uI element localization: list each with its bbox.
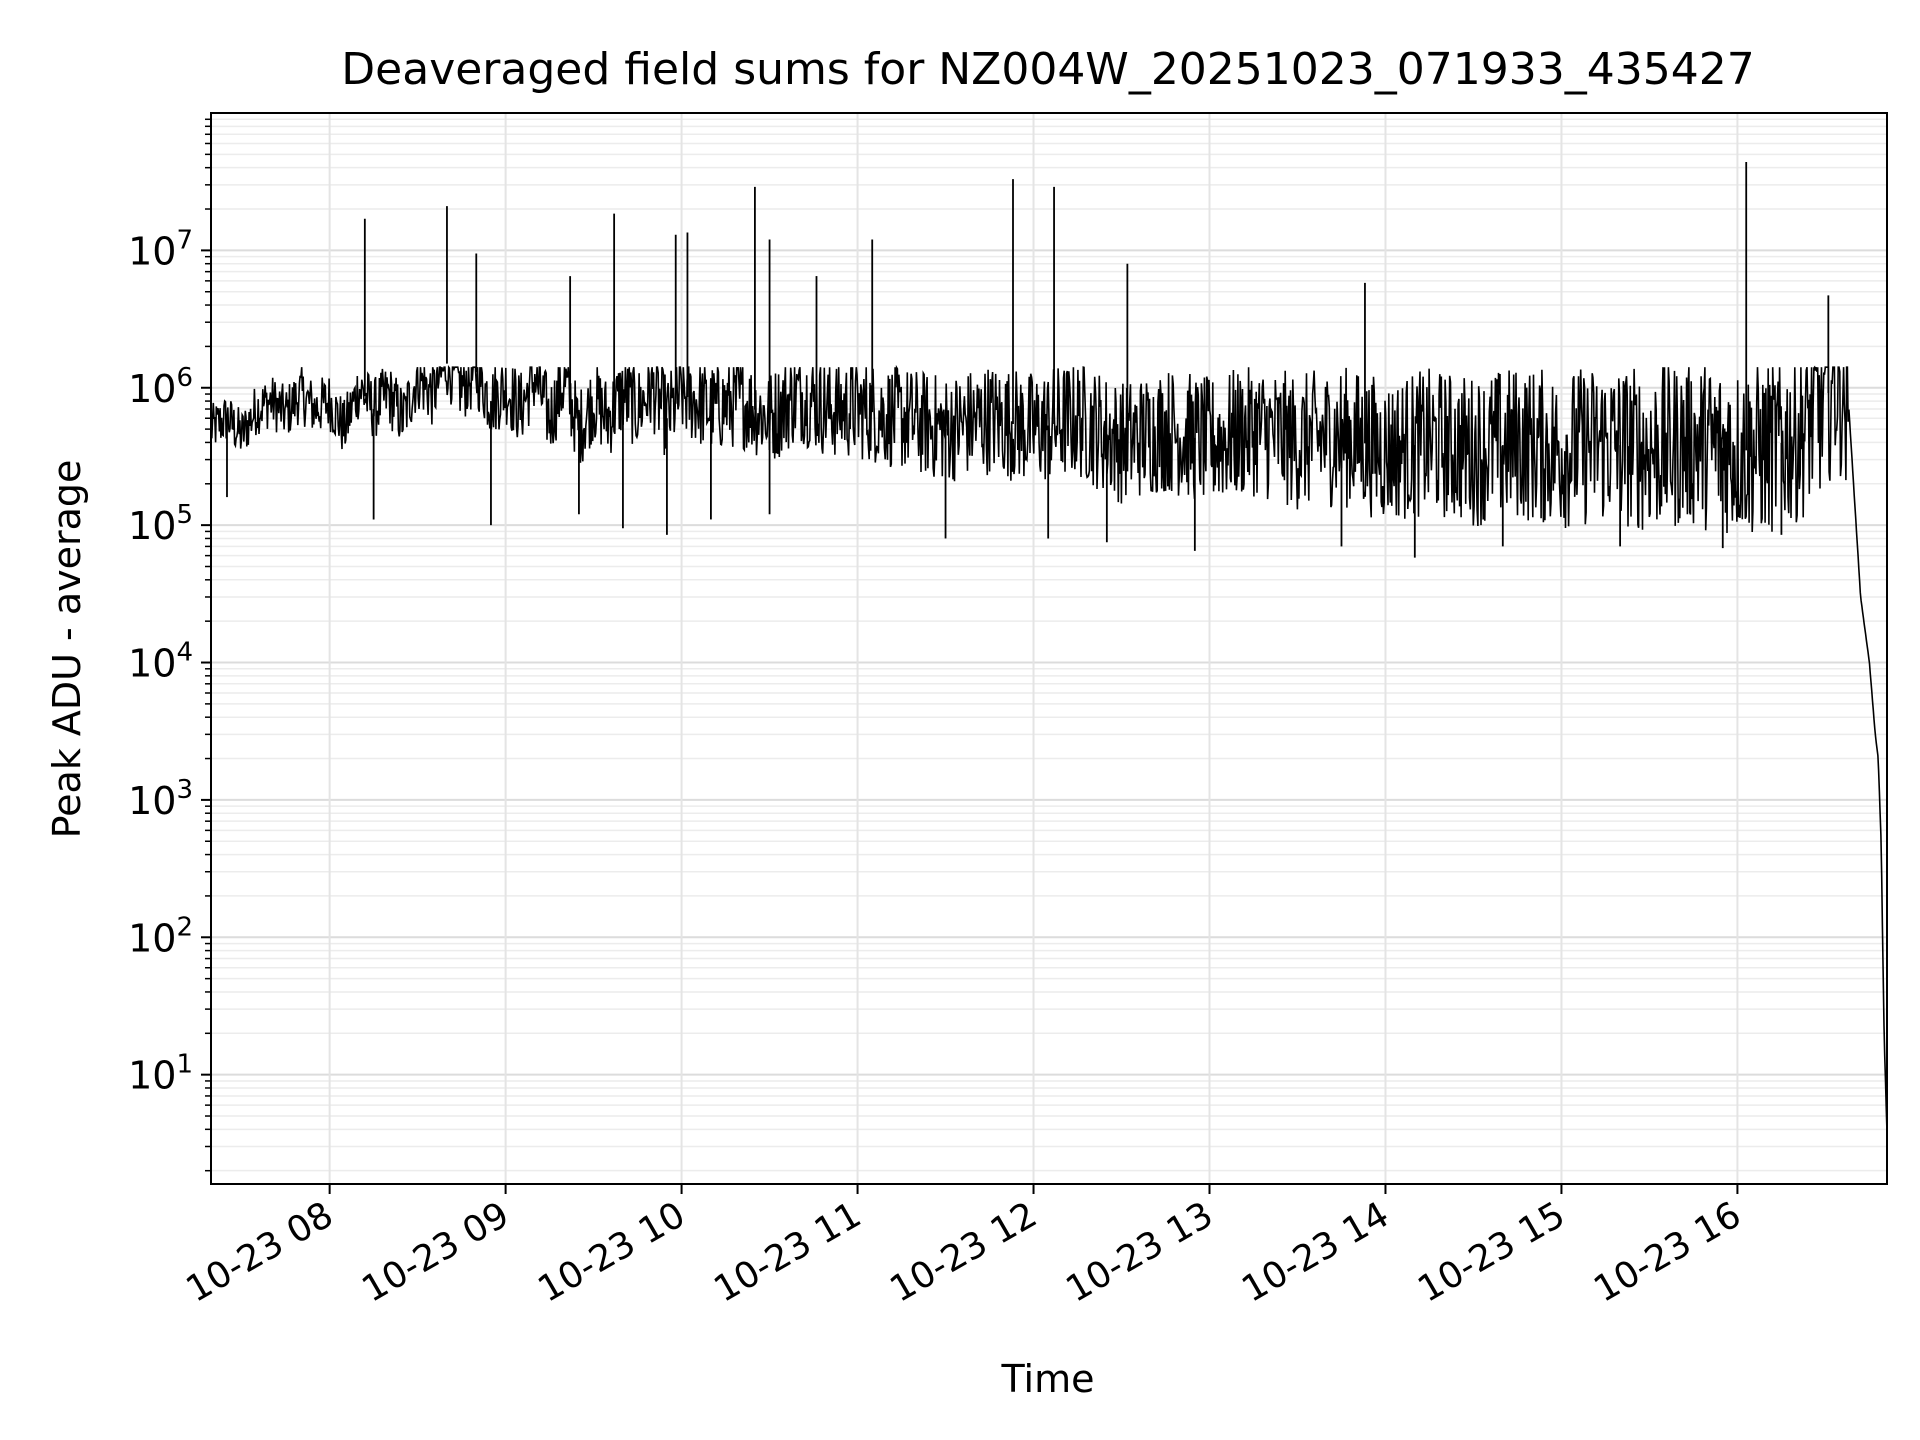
y-tick-label: 107 — [128, 225, 193, 273]
plot-frame — [210, 112, 1888, 1185]
y-tick-exponent: 6 — [176, 363, 193, 393]
y-tick-exponent: 4 — [176, 638, 193, 668]
y-tick-label: 101 — [128, 1050, 193, 1098]
y-tick-label: 103 — [128, 775, 193, 823]
y-tick-exponent: 3 — [176, 775, 193, 805]
y-axis-label: Peak ADU - average — [45, 460, 89, 839]
y-tick-label: 105 — [128, 500, 193, 548]
chart-title: Deaveraged field sums for NZ004W_2025102… — [341, 44, 1754, 95]
x-axis-label: Time — [1001, 1357, 1095, 1401]
y-tick-base: 10 — [128, 229, 176, 273]
y-tick-label: 106 — [128, 363, 193, 411]
y-tick-base: 10 — [128, 504, 176, 548]
y-tick-base: 10 — [128, 642, 176, 686]
grid-lines — [211, 113, 1887, 1184]
y-tick-exponent: 7 — [176, 225, 193, 255]
y-tick-exponent: 5 — [176, 500, 193, 530]
y-tick-base: 10 — [128, 779, 176, 823]
y-tick-exponent: 2 — [176, 912, 193, 942]
y-tick-base: 10 — [128, 367, 176, 411]
y-tick-label: 102 — [128, 912, 193, 960]
y-tick-exponent: 1 — [176, 1050, 193, 1080]
series-layer — [210, 161, 1888, 1133]
y-tick-base: 10 — [128, 1054, 176, 1098]
y-tick-base: 10 — [128, 916, 176, 960]
y-tick-label: 104 — [128, 638, 193, 686]
